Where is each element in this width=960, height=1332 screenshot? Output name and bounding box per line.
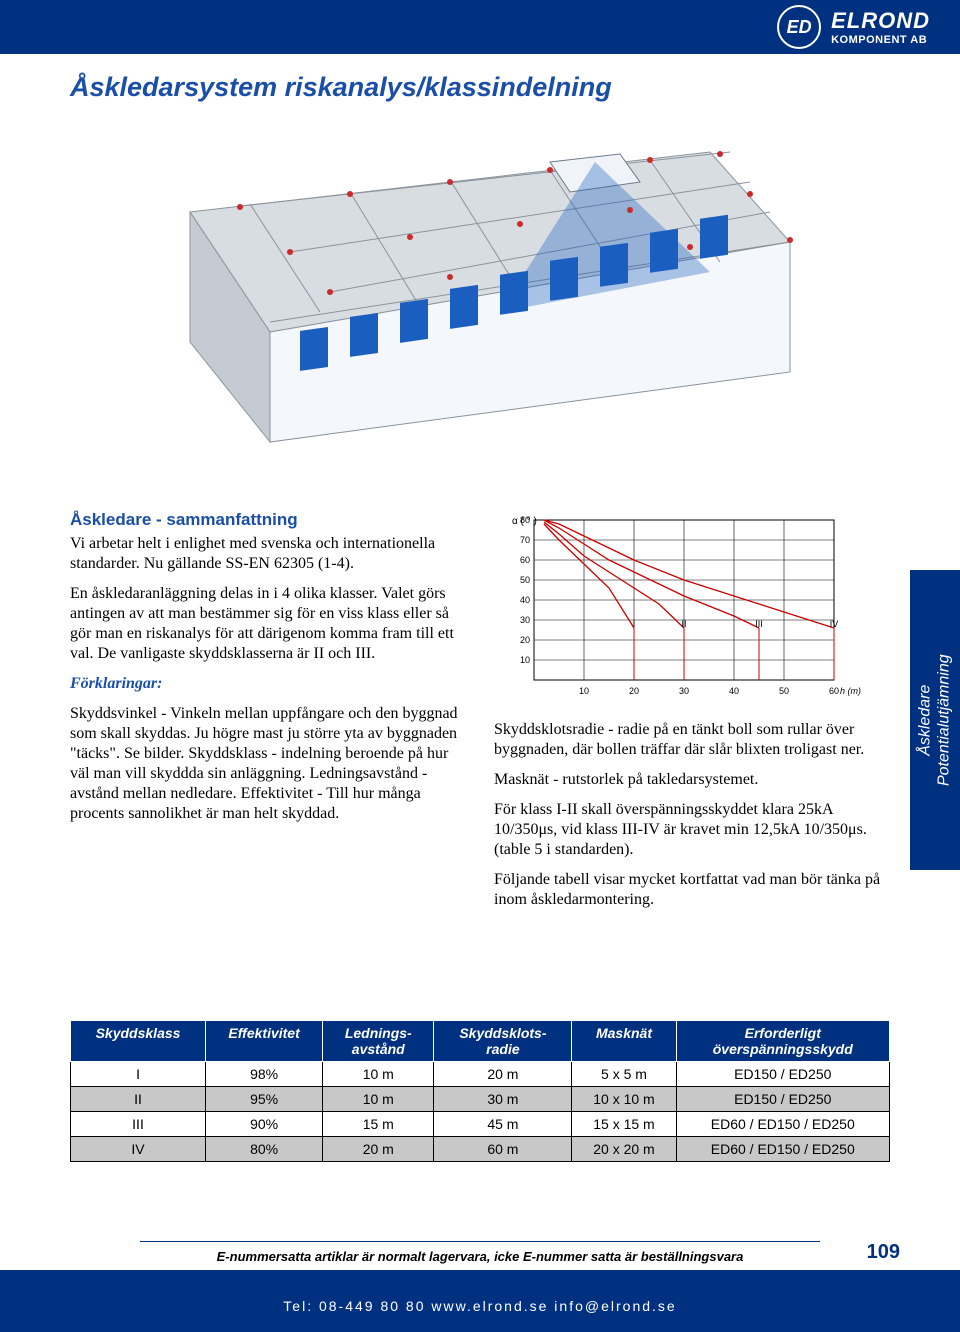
table-cell: 10 m: [323, 1087, 434, 1112]
summary-heading: Åskledare - sammanfattning: [70, 510, 466, 530]
svg-text:80: 80: [520, 515, 530, 525]
svg-text:40: 40: [520, 595, 530, 605]
right-column: α ( ° )1020304050607080102030405060h (m)…: [494, 510, 890, 920]
table-header-cell: avstånd: [323, 1041, 434, 1062]
table-header-cell: Lednings-: [323, 1021, 434, 1042]
table-cell: 98%: [206, 1062, 323, 1087]
table-header-cell: [71, 1041, 206, 1062]
svg-text:50: 50: [779, 686, 789, 696]
classification-table: SkyddsklassEffektivitetLednings-Skyddskl…: [70, 1020, 890, 1162]
right-p4: Följande tabell visar mycket kortfattat …: [494, 870, 890, 910]
side-line1: Åskledare: [917, 684, 934, 755]
table-header-cell: [206, 1041, 323, 1062]
brand-name: ELROND: [831, 8, 930, 34]
svg-text:70: 70: [520, 535, 530, 545]
footer-bar: Tel: 08-449 80 80 www.elrond.se info@elr…: [0, 1270, 960, 1332]
table-cell: 95%: [206, 1087, 323, 1112]
footer-contact: Tel: 08-449 80 80 www.elrond.se info@elr…: [0, 1298, 960, 1314]
page-title: Åskledarsystem riskanalys/klassindelning: [70, 72, 612, 103]
svg-text:30: 30: [520, 615, 530, 625]
table-cell: IV: [71, 1137, 206, 1162]
svg-text:10: 10: [579, 686, 589, 696]
right-p2: Masknät - rutstorlek på takledarsystemet…: [494, 770, 890, 790]
explanations-p: Skyddsvinkel - Vinkeln mellan uppfångare…: [70, 704, 466, 824]
table-body: I98%10 m20 m5 x 5 mED150 / ED250II95%10 …: [71, 1062, 890, 1162]
brand-badge: ED: [777, 5, 821, 49]
table-cell: 20 m: [434, 1062, 572, 1087]
table-cell: ED60 / ED150 / ED250: [676, 1112, 889, 1137]
right-p1: Skyddsklotsradie - radie på en tänkt bol…: [494, 720, 890, 760]
side-tab-text: Åskledare Potentialutjämning: [916, 654, 954, 786]
svg-text:30: 30: [679, 686, 689, 696]
svg-text:20: 20: [629, 686, 639, 696]
page-number: 109: [867, 1241, 900, 1264]
content-columns: Åskledare - sammanfattning Vi arbetar he…: [70, 510, 890, 920]
table-cell: 60 m: [434, 1137, 572, 1162]
protection-angle-chart: α ( ° )1020304050607080102030405060h (m)…: [494, 510, 864, 710]
table-cell: 30 m: [434, 1087, 572, 1112]
table-header-cell: Effektivitet: [206, 1021, 323, 1042]
table-cell: III: [71, 1112, 206, 1137]
table-cell: 90%: [206, 1112, 323, 1137]
table-header-cell: Skyddsklots-: [434, 1021, 572, 1042]
table-header-cell: överspänningsskydd: [676, 1041, 889, 1062]
table-row: IV80%20 m60 m20 x 20 mED60 / ED150 / ED2…: [71, 1137, 890, 1162]
table-header-cell: Masknät: [572, 1021, 676, 1042]
table-header-cell: [572, 1041, 676, 1062]
summary-p2: En åskledaranläggning delas in i 4 olika…: [70, 584, 466, 664]
table-cell: 5 x 5 m: [572, 1062, 676, 1087]
explanations-heading: Förklaringar:: [70, 674, 466, 694]
table-cell: 20 x 20 m: [572, 1137, 676, 1162]
svg-text:40: 40: [729, 686, 739, 696]
svg-text:60: 60: [829, 686, 839, 696]
svg-text:50: 50: [520, 575, 530, 585]
svg-text:II: II: [681, 619, 686, 629]
table-header: SkyddsklassEffektivitetLednings-Skyddskl…: [71, 1021, 890, 1062]
table-row: II95%10 m30 m10 x 10 mED150 / ED250: [71, 1087, 890, 1112]
table-header-cell: Erforderligt: [676, 1021, 889, 1042]
left-column: Åskledare - sammanfattning Vi arbetar he…: [70, 510, 466, 920]
table-cell: 10 m: [323, 1062, 434, 1087]
svg-text:IV: IV: [830, 619, 839, 629]
side-line2: Potentialutjämning: [936, 654, 953, 786]
table-cell: II: [71, 1087, 206, 1112]
building-illustration: [150, 112, 810, 462]
table-cell: ED60 / ED150 / ED250: [676, 1137, 889, 1162]
table-cell: ED150 / ED250: [676, 1087, 889, 1112]
table-cell: I: [71, 1062, 206, 1087]
table-cell: 10 x 10 m: [572, 1087, 676, 1112]
svg-text:10: 10: [520, 655, 530, 665]
table-cell: ED150 / ED250: [676, 1062, 889, 1087]
brand-text: ELROND KOMPONENT AB: [831, 8, 930, 46]
table-cell: 15 m: [323, 1112, 434, 1137]
table-row: III90%15 m45 m15 x 15 mED60 / ED150 / ED…: [71, 1112, 890, 1137]
svg-text:20: 20: [520, 635, 530, 645]
svg-text:h (m): h (m): [840, 686, 861, 696]
table-cell: 15 x 15 m: [572, 1112, 676, 1137]
footer-note: E-nummersatta artiklar är normalt lagerv…: [217, 1249, 744, 1264]
table-cell: 80%: [206, 1137, 323, 1162]
svg-text:I: I: [633, 619, 636, 629]
table-cell: 20 m: [323, 1137, 434, 1162]
table-header-cell: radie: [434, 1041, 572, 1062]
summary-p1: Vi arbetar helt i enlighet med svenska o…: [70, 534, 466, 574]
brand-sub: KOMPONENT AB: [831, 34, 930, 46]
table-header-cell: Skyddsklass: [71, 1021, 206, 1042]
header-bar: ED ELROND KOMPONENT AB: [0, 0, 960, 54]
table-row: I98%10 m20 m5 x 5 mED150 / ED250: [71, 1062, 890, 1087]
footer-note-bar: E-nummersatta artiklar är normalt lagerv…: [140, 1241, 820, 1270]
svg-text:III: III: [755, 619, 763, 629]
table-cell: 45 m: [434, 1112, 572, 1137]
brand-logo: ED ELROND KOMPONENT AB: [777, 5, 930, 49]
right-p3: För klass I-II skall överspänningsskydde…: [494, 800, 890, 860]
svg-text:60: 60: [520, 555, 530, 565]
side-tab: Åskledare Potentialutjämning: [910, 570, 960, 870]
